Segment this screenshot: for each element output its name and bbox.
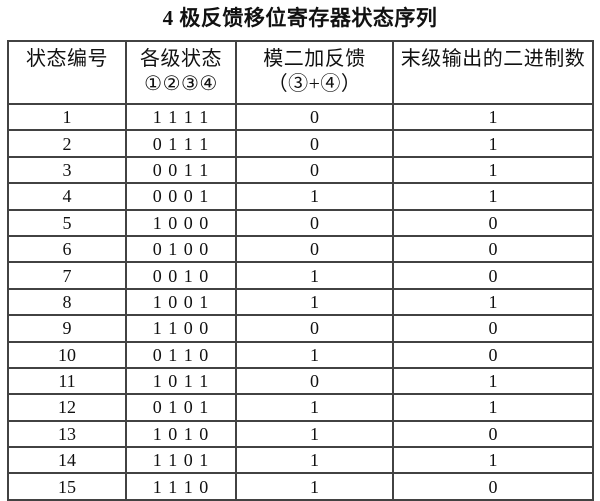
cell-output: 1 (392, 129, 594, 158)
cell-feedback: 1 (235, 472, 394, 501)
cell-state-number: 7 (7, 261, 127, 290)
cell-stage-states: 1 1 0 1 (125, 446, 237, 475)
table-row: 1 1 1 1 1 0 1 (7, 102, 594, 132)
cell-output: 0 (392, 419, 594, 449)
table-row: 7 0 0 1 0 1 0 (7, 261, 594, 290)
cell-state-number: 9 (7, 314, 127, 343)
cell-stage-states: 1 0 1 1 (125, 366, 237, 396)
table-row: 3 0 0 1 1 0 1 (7, 155, 594, 185)
cell-output: 0 (392, 234, 594, 264)
header-line1: 状态编号 (26, 48, 108, 70)
table-row: 2 0 1 1 1 0 1 (7, 129, 594, 158)
cell-stage-states: 1 1 0 0 (125, 314, 237, 343)
cell-stage-states: 1 1 1 0 (125, 472, 237, 501)
cell-output: 0 (392, 340, 594, 369)
cell-output: 0 (392, 261, 594, 290)
table-row: 15 1 1 1 0 1 0 (7, 472, 594, 501)
cell-stage-states: 0 1 0 0 (125, 234, 237, 264)
cell-output: 1 (392, 393, 594, 422)
cell-state-number: 10 (7, 340, 127, 369)
cell-state-number: 14 (7, 446, 127, 475)
header-line1: 模二加反馈 (263, 48, 366, 70)
cell-feedback: 1 (235, 446, 394, 475)
cell-output: 0 (392, 472, 594, 501)
cell-output: 0 (392, 314, 594, 343)
cell-feedback: 0 (235, 208, 394, 237)
column-header-state-number: 状态编号 (7, 40, 127, 105)
page-title: 4 极反馈移位寄存器状态序列 (162, 6, 438, 30)
cell-state-number: 3 (7, 155, 127, 185)
cell-output: 0 (392, 208, 594, 237)
table-row: 11 1 0 1 1 0 1 (7, 366, 594, 396)
cell-stage-states: 0 1 1 1 (125, 129, 237, 158)
cell-feedback: 0 (235, 314, 394, 343)
cell-stage-states: 0 1 1 0 (125, 340, 237, 369)
table-row: 9 1 1 0 0 0 0 (7, 314, 594, 343)
cell-feedback: 0 (235, 234, 394, 264)
cell-output: 1 (392, 182, 594, 211)
cell-state-number: 1 (7, 102, 127, 132)
cell-stage-states: 0 0 1 1 (125, 155, 237, 185)
column-header-stage-states: 各级状态 ①②③④ (125, 40, 237, 105)
cell-output: 1 (392, 155, 594, 185)
cell-feedback: 0 (235, 366, 394, 396)
cell-stage-states: 1 1 1 1 (125, 102, 237, 132)
cell-stage-states: 0 1 0 1 (125, 393, 237, 422)
column-header-mod2-feedback: 模二加反馈 （③+④） (235, 40, 394, 105)
cell-stage-states: 1 0 0 1 (125, 287, 237, 317)
table-body: 1 1 1 1 1 0 1 2 0 1 1 1 0 1 3 0 0 1 1 0 … (7, 102, 594, 501)
cell-state-number: 8 (7, 287, 127, 317)
cell-state-number: 12 (7, 393, 127, 422)
cell-feedback: 1 (235, 419, 394, 449)
table-header: 状态编号 各级状态 ①②③④ 模二加反馈 （③+④） 末级输出的二进制数 (7, 40, 594, 105)
table-row: 4 0 0 0 1 1 1 (7, 182, 594, 211)
table-row: 12 0 1 0 1 1 1 (7, 393, 594, 422)
table-row: 5 1 0 0 0 0 0 (7, 208, 594, 237)
header-row: 状态编号 各级状态 ①②③④ 模二加反馈 （③+④） 末级输出的二进制数 (7, 40, 594, 105)
state-sequence-table: 状态编号 各级状态 ①②③④ 模二加反馈 （③+④） 末级输出的二进制数 1 1… (7, 40, 594, 501)
cell-feedback: 1 (235, 393, 394, 422)
table-row: 8 1 0 0 1 1 1 (7, 287, 594, 317)
cell-stage-states: 0 0 0 1 (125, 182, 237, 211)
cell-state-number: 2 (7, 129, 127, 158)
cell-output: 1 (392, 287, 594, 317)
cell-feedback: 1 (235, 261, 394, 290)
table-row: 6 0 1 0 0 0 0 (7, 234, 594, 264)
cell-state-number: 15 (7, 472, 127, 501)
header-line2: （③+④） (267, 73, 362, 95)
cell-stage-states: 1 0 1 0 (125, 419, 237, 449)
cell-feedback: 1 (235, 287, 394, 317)
table-row: 14 1 1 0 1 1 1 (7, 446, 594, 475)
cell-state-number: 4 (7, 182, 127, 211)
cell-output: 1 (392, 366, 594, 396)
cell-state-number: 5 (7, 208, 127, 237)
table-row: 13 1 0 1 0 1 0 (7, 419, 594, 449)
cell-feedback: 0 (235, 102, 394, 132)
header-line2: ①②③④ (144, 73, 218, 95)
cell-output: 1 (392, 102, 594, 132)
column-header-last-stage-output: 末级输出的二进制数 (392, 40, 594, 105)
cell-stage-states: 0 0 1 0 (125, 261, 237, 290)
table-row: 10 0 1 1 0 1 0 (7, 340, 594, 369)
header-line1: 末级输出的二进制数 (400, 48, 586, 70)
cell-output: 1 (392, 446, 594, 475)
cell-state-number: 6 (7, 234, 127, 264)
cell-feedback: 0 (235, 129, 394, 158)
cell-feedback: 1 (235, 182, 394, 211)
header-line1: 各级状态 (140, 48, 222, 70)
cell-state-number: 13 (7, 419, 127, 449)
cell-stage-states: 1 0 0 0 (125, 208, 237, 237)
cell-state-number: 11 (7, 366, 127, 396)
cell-feedback: 1 (235, 340, 394, 369)
cell-feedback: 0 (235, 155, 394, 185)
